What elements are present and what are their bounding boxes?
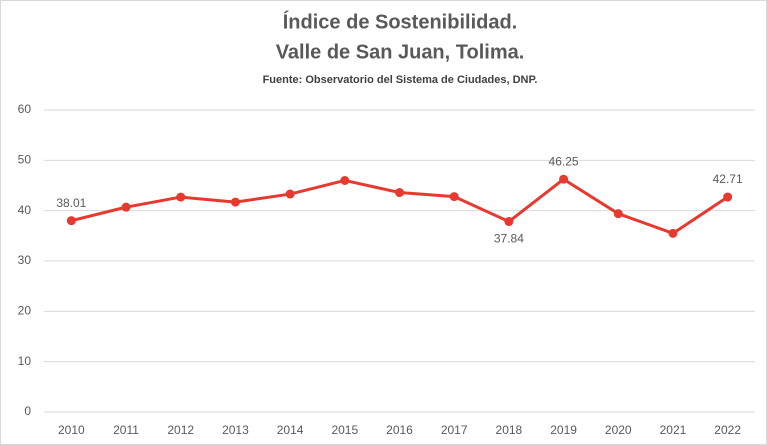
data-point	[723, 192, 733, 202]
data-point	[449, 192, 459, 202]
data-label: 42.71	[713, 172, 743, 186]
data-point	[230, 197, 240, 207]
x-tick-label: 2011	[113, 423, 139, 437]
x-tick-label: 2013	[222, 423, 249, 437]
x-tick-label: 2016	[386, 423, 413, 437]
y-tick-label: 0	[24, 404, 31, 418]
y-tick-label: 30	[18, 253, 32, 267]
data-label: 46.25	[549, 154, 579, 168]
chart-subtitle: Fuente: Observatorio del Sistema de Ciud…	[263, 74, 538, 86]
y-tick-label: 40	[18, 203, 32, 217]
data-point	[395, 188, 404, 198]
data-point	[340, 175, 350, 185]
x-tick-label: 2015	[331, 423, 358, 437]
data-point	[121, 202, 131, 212]
data-point	[176, 192, 186, 202]
x-tick-label: 2022	[714, 423, 741, 437]
x-tick-label: 2021	[660, 423, 687, 437]
x-tick-label: 2018	[496, 423, 523, 437]
x-tick-label: 2017	[441, 423, 468, 437]
x-tick-label: 2010	[58, 423, 85, 437]
y-tick-label: 50	[18, 153, 32, 167]
data-point	[285, 189, 295, 199]
data-point	[668, 228, 678, 238]
x-tick-label: 2014	[277, 423, 304, 437]
y-tick-label: 10	[18, 354, 32, 368]
x-tick-label: 2020	[605, 423, 632, 437]
x-tick-label: 2019	[550, 423, 577, 437]
data-label: 38.01	[56, 196, 86, 210]
y-tick-label: 20	[18, 304, 32, 318]
data-point	[613, 209, 623, 219]
data-label: 37.84	[494, 232, 524, 246]
data-point	[504, 217, 514, 227]
y-tick-label: 60	[18, 102, 32, 116]
chart-title: Índice de Sostenibilidad.	[283, 10, 517, 33]
data-point	[559, 174, 569, 184]
data-point	[66, 216, 76, 226]
x-tick-label: 2012	[167, 423, 194, 437]
chart-title: Valle de San Juan, Tolima.	[276, 41, 525, 63]
